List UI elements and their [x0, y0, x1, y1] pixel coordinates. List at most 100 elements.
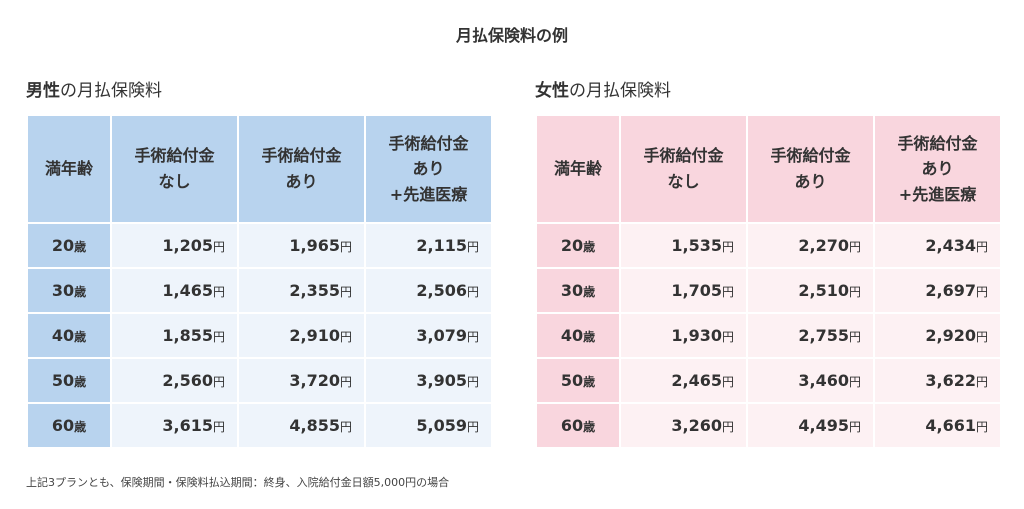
premium-cell: 2,510円	[746, 267, 875, 314]
yen-unit: 円	[848, 375, 861, 389]
yen-unit: 円	[339, 330, 352, 344]
page-title: 月払保険料の例	[455, 26, 568, 45]
table-row: 40歳 1,930円 2,755円 2,920円	[535, 312, 1002, 359]
age-value: 50	[51, 371, 75, 390]
premium-cell: 4,855円	[237, 402, 366, 449]
premium-value: 1,855	[162, 326, 213, 345]
age-value: 60	[560, 416, 584, 435]
premium-cell: 3,260円	[619, 402, 748, 449]
premium-value: 3,079	[416, 326, 467, 345]
header-col3: 手術給付金 あり +先進医療	[364, 114, 493, 224]
age-cell: 60歳	[26, 402, 112, 449]
premium-value: 3,260	[671, 416, 722, 435]
male-premium-table: 満年齢 手術給付金 なし 手術給付金 あり 手術給付金 あり +先進医療 20歳 1,205円 1…	[26, 114, 493, 449]
premium-cell: 2,270円	[746, 222, 875, 269]
premium-value: 2,115	[416, 236, 467, 255]
yen-unit: 円	[975, 420, 988, 434]
premium-cell: 2,560円	[110, 357, 239, 404]
table-row: 50歳 2,465円 3,460円 3,622円	[535, 357, 1002, 404]
yen-unit: 円	[212, 285, 225, 299]
premium-value: 2,510	[798, 281, 849, 300]
premium-cell: 2,115円	[364, 222, 493, 269]
yen-unit: 円	[848, 330, 861, 344]
yen-unit: 円	[848, 240, 861, 254]
yen-unit: 円	[339, 375, 352, 389]
header-line: +先進医療	[898, 184, 977, 204]
header-line: あり	[921, 159, 954, 179]
premium-value: 3,720	[289, 371, 340, 390]
table-row: 30歳 1,705円 2,510円 2,697円	[535, 267, 1002, 314]
premium-cell: 1,965円	[237, 222, 366, 269]
premium-value: 1,705	[671, 281, 722, 300]
male-title-rest: の月払保険料	[60, 81, 162, 101]
age-cell: 50歳	[26, 357, 112, 404]
premium-value: 4,495	[798, 416, 849, 435]
age-value: 40	[560, 326, 584, 345]
premium-cell: 1,855円	[110, 312, 239, 359]
header-col2: 手術給付金 あり	[746, 114, 875, 224]
premium-cell: 1,465円	[110, 267, 239, 314]
age-value: 20	[560, 236, 584, 255]
premium-value: 2,465	[671, 371, 722, 390]
premium-value: 2,270	[798, 236, 849, 255]
header-line: 手術給付金	[388, 133, 469, 153]
premium-value: 1,205	[162, 236, 213, 255]
yen-unit: 円	[466, 375, 479, 389]
yen-unit: 円	[721, 240, 734, 254]
premium-cell: 2,755円	[746, 312, 875, 359]
age-unit: 歳	[583, 285, 596, 299]
age-unit: 歳	[583, 375, 596, 389]
premium-value: 2,434	[925, 236, 976, 255]
yen-unit: 円	[339, 420, 352, 434]
age-value: 30	[51, 281, 75, 300]
table-header-row: 満年齢 手術給付金 なし 手術給付金 あり 手術給付金 あり +先進医療	[26, 114, 493, 224]
male-title-strong: 男性	[26, 81, 60, 101]
yen-unit: 円	[339, 240, 352, 254]
age-cell: 30歳	[535, 267, 621, 314]
header-line: 手術給付金	[643, 146, 724, 166]
table-row: 20歳 1,535円 2,270円 2,434円	[535, 222, 1002, 269]
premium-value: 1,465	[162, 281, 213, 300]
footnote: 上記3プランとも、保険期間・保険料払込期間：終身、入院給付金日額5,000円の場…	[26, 476, 450, 489]
header-col1: 手術給付金 なし	[110, 114, 239, 224]
premium-cell: 3,079円	[364, 312, 493, 359]
age-unit: 歳	[74, 420, 87, 434]
age-cell: 50歳	[535, 357, 621, 404]
table-row: 20歳 1,205円 1,965円 2,115円	[26, 222, 493, 269]
yen-unit: 円	[212, 375, 225, 389]
female-title-rest: の月払保険料	[569, 81, 671, 101]
age-unit: 歳	[74, 285, 87, 299]
premium-cell: 3,460円	[746, 357, 875, 404]
yen-unit: 円	[212, 330, 225, 344]
age-unit: 歳	[583, 420, 596, 434]
age-cell: 40歳	[535, 312, 621, 359]
premium-cell: 2,910円	[237, 312, 366, 359]
age-cell: 20歳	[535, 222, 621, 269]
premium-value: 3,622	[925, 371, 976, 390]
premium-cell: 2,506円	[364, 267, 493, 314]
yen-unit: 円	[975, 285, 988, 299]
premium-value: 5,059	[416, 416, 467, 435]
age-value: 50	[560, 371, 584, 390]
table-row: 60歳 3,260円 4,495円 4,661円	[535, 402, 1002, 449]
yen-unit: 円	[975, 375, 988, 389]
header-line: なし	[158, 172, 191, 191]
premium-cell: 3,615円	[110, 402, 239, 449]
yen-unit: 円	[721, 330, 734, 344]
premium-cell: 2,355円	[237, 267, 366, 314]
premium-cell: 1,930円	[619, 312, 748, 359]
header-col1: 手術給付金 なし	[619, 114, 748, 224]
age-cell: 40歳	[26, 312, 112, 359]
age-unit: 歳	[583, 240, 596, 254]
yen-unit: 円	[339, 285, 352, 299]
header-age: 満年齢	[535, 114, 621, 224]
yen-unit: 円	[721, 375, 734, 389]
premium-cell: 1,205円	[110, 222, 239, 269]
premium-value: 2,560	[162, 371, 213, 390]
table-row: 50歳 2,560円 3,720円 3,905円	[26, 357, 493, 404]
table-row: 30歳 1,465円 2,355円 2,506円	[26, 267, 493, 314]
male-section-title: 男性の月払保険料	[26, 76, 162, 101]
table-row: 40歳 1,855円 2,910円 3,079円	[26, 312, 493, 359]
header-line: 手術給付金	[134, 146, 215, 166]
age-cell: 20歳	[26, 222, 112, 269]
